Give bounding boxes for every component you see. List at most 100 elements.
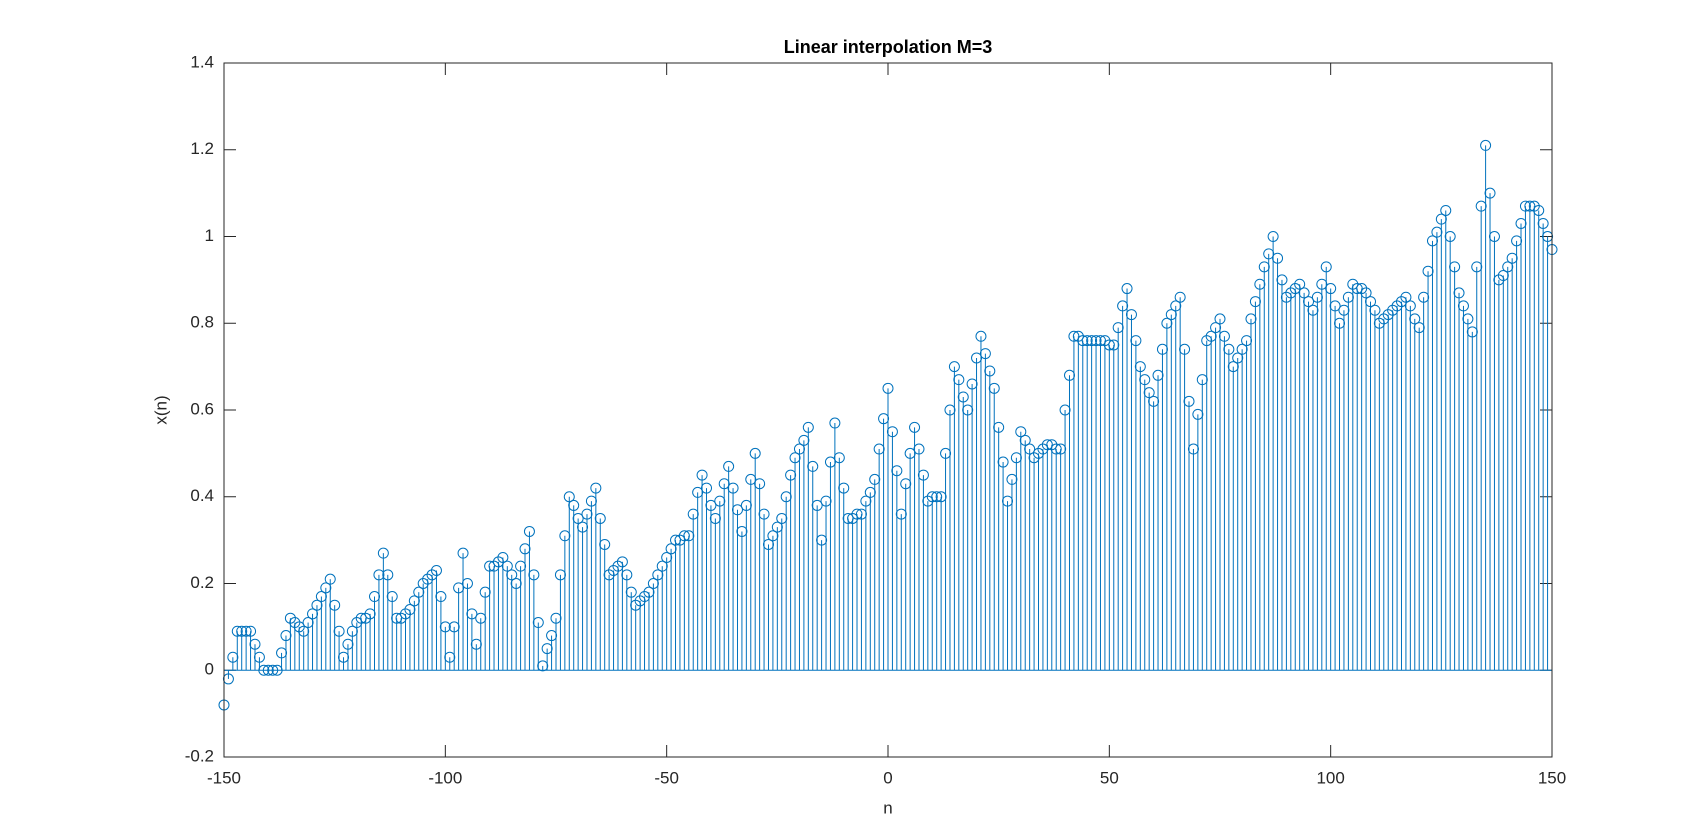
y-tick-label: -0.2 xyxy=(185,746,214,765)
y-tick-label: 0.4 xyxy=(190,486,214,505)
stem-marker xyxy=(430,564,442,576)
stem-marker xyxy=(453,582,465,594)
stem-marker xyxy=(1019,434,1031,446)
stem-marker xyxy=(1373,317,1385,329)
stem-marker xyxy=(563,491,575,503)
stem-marker xyxy=(692,486,704,498)
stem-marker xyxy=(1519,200,1531,212)
stem-marker xyxy=(276,647,288,659)
stem-marker xyxy=(878,413,890,425)
stem-marker xyxy=(869,473,881,485)
stem-marker xyxy=(1280,291,1292,303)
stem-marker xyxy=(267,664,279,676)
stem-marker xyxy=(771,521,783,533)
stem-marker xyxy=(838,482,850,494)
stem-marker xyxy=(767,530,779,542)
stem-marker xyxy=(1210,322,1222,334)
stem-marker xyxy=(1201,335,1213,347)
stem-marker xyxy=(621,569,633,581)
stem-marker xyxy=(448,621,460,633)
y-tick-label: 0.2 xyxy=(190,573,214,592)
stem-marker xyxy=(377,547,389,559)
stem-marker xyxy=(360,612,372,624)
stem-marker xyxy=(1471,261,1483,273)
stem-marker xyxy=(1156,343,1168,355)
x-axis-label: n xyxy=(883,798,892,817)
stem-marker xyxy=(926,491,938,503)
x-tick-label: 100 xyxy=(1316,768,1344,787)
stem-marker xyxy=(847,512,859,524)
stem-marker xyxy=(886,426,898,438)
stem-marker xyxy=(665,543,677,555)
stem-marker xyxy=(1245,313,1257,325)
stem-marker xyxy=(988,382,1000,394)
stem-marker xyxy=(736,525,748,537)
stem-marker xyxy=(488,560,500,572)
stem-marker xyxy=(1334,317,1346,329)
stem-marker xyxy=(785,469,797,481)
stem-marker xyxy=(678,530,690,542)
stem-marker xyxy=(612,560,624,572)
stem-marker xyxy=(222,673,234,685)
stem-marker xyxy=(1303,296,1315,308)
axes-box xyxy=(223,62,1553,758)
stem-marker xyxy=(364,608,376,620)
stem-marker xyxy=(351,617,363,629)
stem-marker xyxy=(935,491,947,503)
stem-marker xyxy=(1161,317,1173,329)
stem-marker xyxy=(1227,361,1239,373)
stem-marker xyxy=(1325,283,1337,295)
stem-marker xyxy=(1143,387,1155,399)
stem-marker xyxy=(984,365,996,377)
stem-marker xyxy=(1130,335,1142,347)
stem-marker xyxy=(1117,300,1129,312)
stem-marker xyxy=(1453,287,1465,299)
stem-marker xyxy=(1232,352,1244,364)
stem-marker xyxy=(701,482,713,494)
stem-marker xyxy=(382,569,394,581)
stem-marker xyxy=(1015,426,1027,438)
stem-marker xyxy=(1418,291,1430,303)
stem-marker xyxy=(1148,395,1160,407)
stem-marker xyxy=(652,569,664,581)
stem-marker xyxy=(249,638,261,650)
stem-marker xyxy=(537,660,549,672)
stem-marker xyxy=(709,512,721,524)
stem-marker xyxy=(727,482,739,494)
stem-marker xyxy=(550,612,562,624)
stem-marker xyxy=(940,447,952,459)
stem-marker xyxy=(1365,296,1377,308)
stem-marker xyxy=(386,591,398,603)
stem-marker xyxy=(1298,287,1310,299)
stem-marker xyxy=(541,643,553,655)
stem-marker xyxy=(656,560,668,572)
stem-marker xyxy=(855,508,867,520)
stem-marker xyxy=(1033,447,1045,459)
stem-marker xyxy=(1431,226,1443,238)
stem-marker xyxy=(1192,408,1204,420)
stem-marker xyxy=(1391,300,1403,312)
stem-marker xyxy=(1338,304,1350,316)
stem-marker xyxy=(909,421,921,433)
stem-marker xyxy=(1002,495,1014,507)
stem-marker xyxy=(1533,204,1545,216)
stem-marker xyxy=(962,404,974,416)
stem-marker xyxy=(369,591,381,603)
stem-marker xyxy=(1537,217,1549,229)
stem-marker xyxy=(1382,309,1394,321)
stem-marker xyxy=(1024,443,1036,455)
stem-marker xyxy=(599,538,611,550)
x-tick-label: -100 xyxy=(428,768,462,787)
stem-marker xyxy=(329,599,341,611)
stem-marker xyxy=(280,630,292,642)
stem-marker xyxy=(1112,322,1124,334)
stem-marker xyxy=(922,495,934,507)
stem-marker xyxy=(997,456,1009,468)
stem-marker xyxy=(581,508,593,520)
stem-marker xyxy=(780,491,792,503)
stem-marker xyxy=(1046,439,1058,451)
stem-marker xyxy=(807,460,819,472)
stem-marker xyxy=(1409,313,1421,325)
stem-marker xyxy=(408,595,420,607)
